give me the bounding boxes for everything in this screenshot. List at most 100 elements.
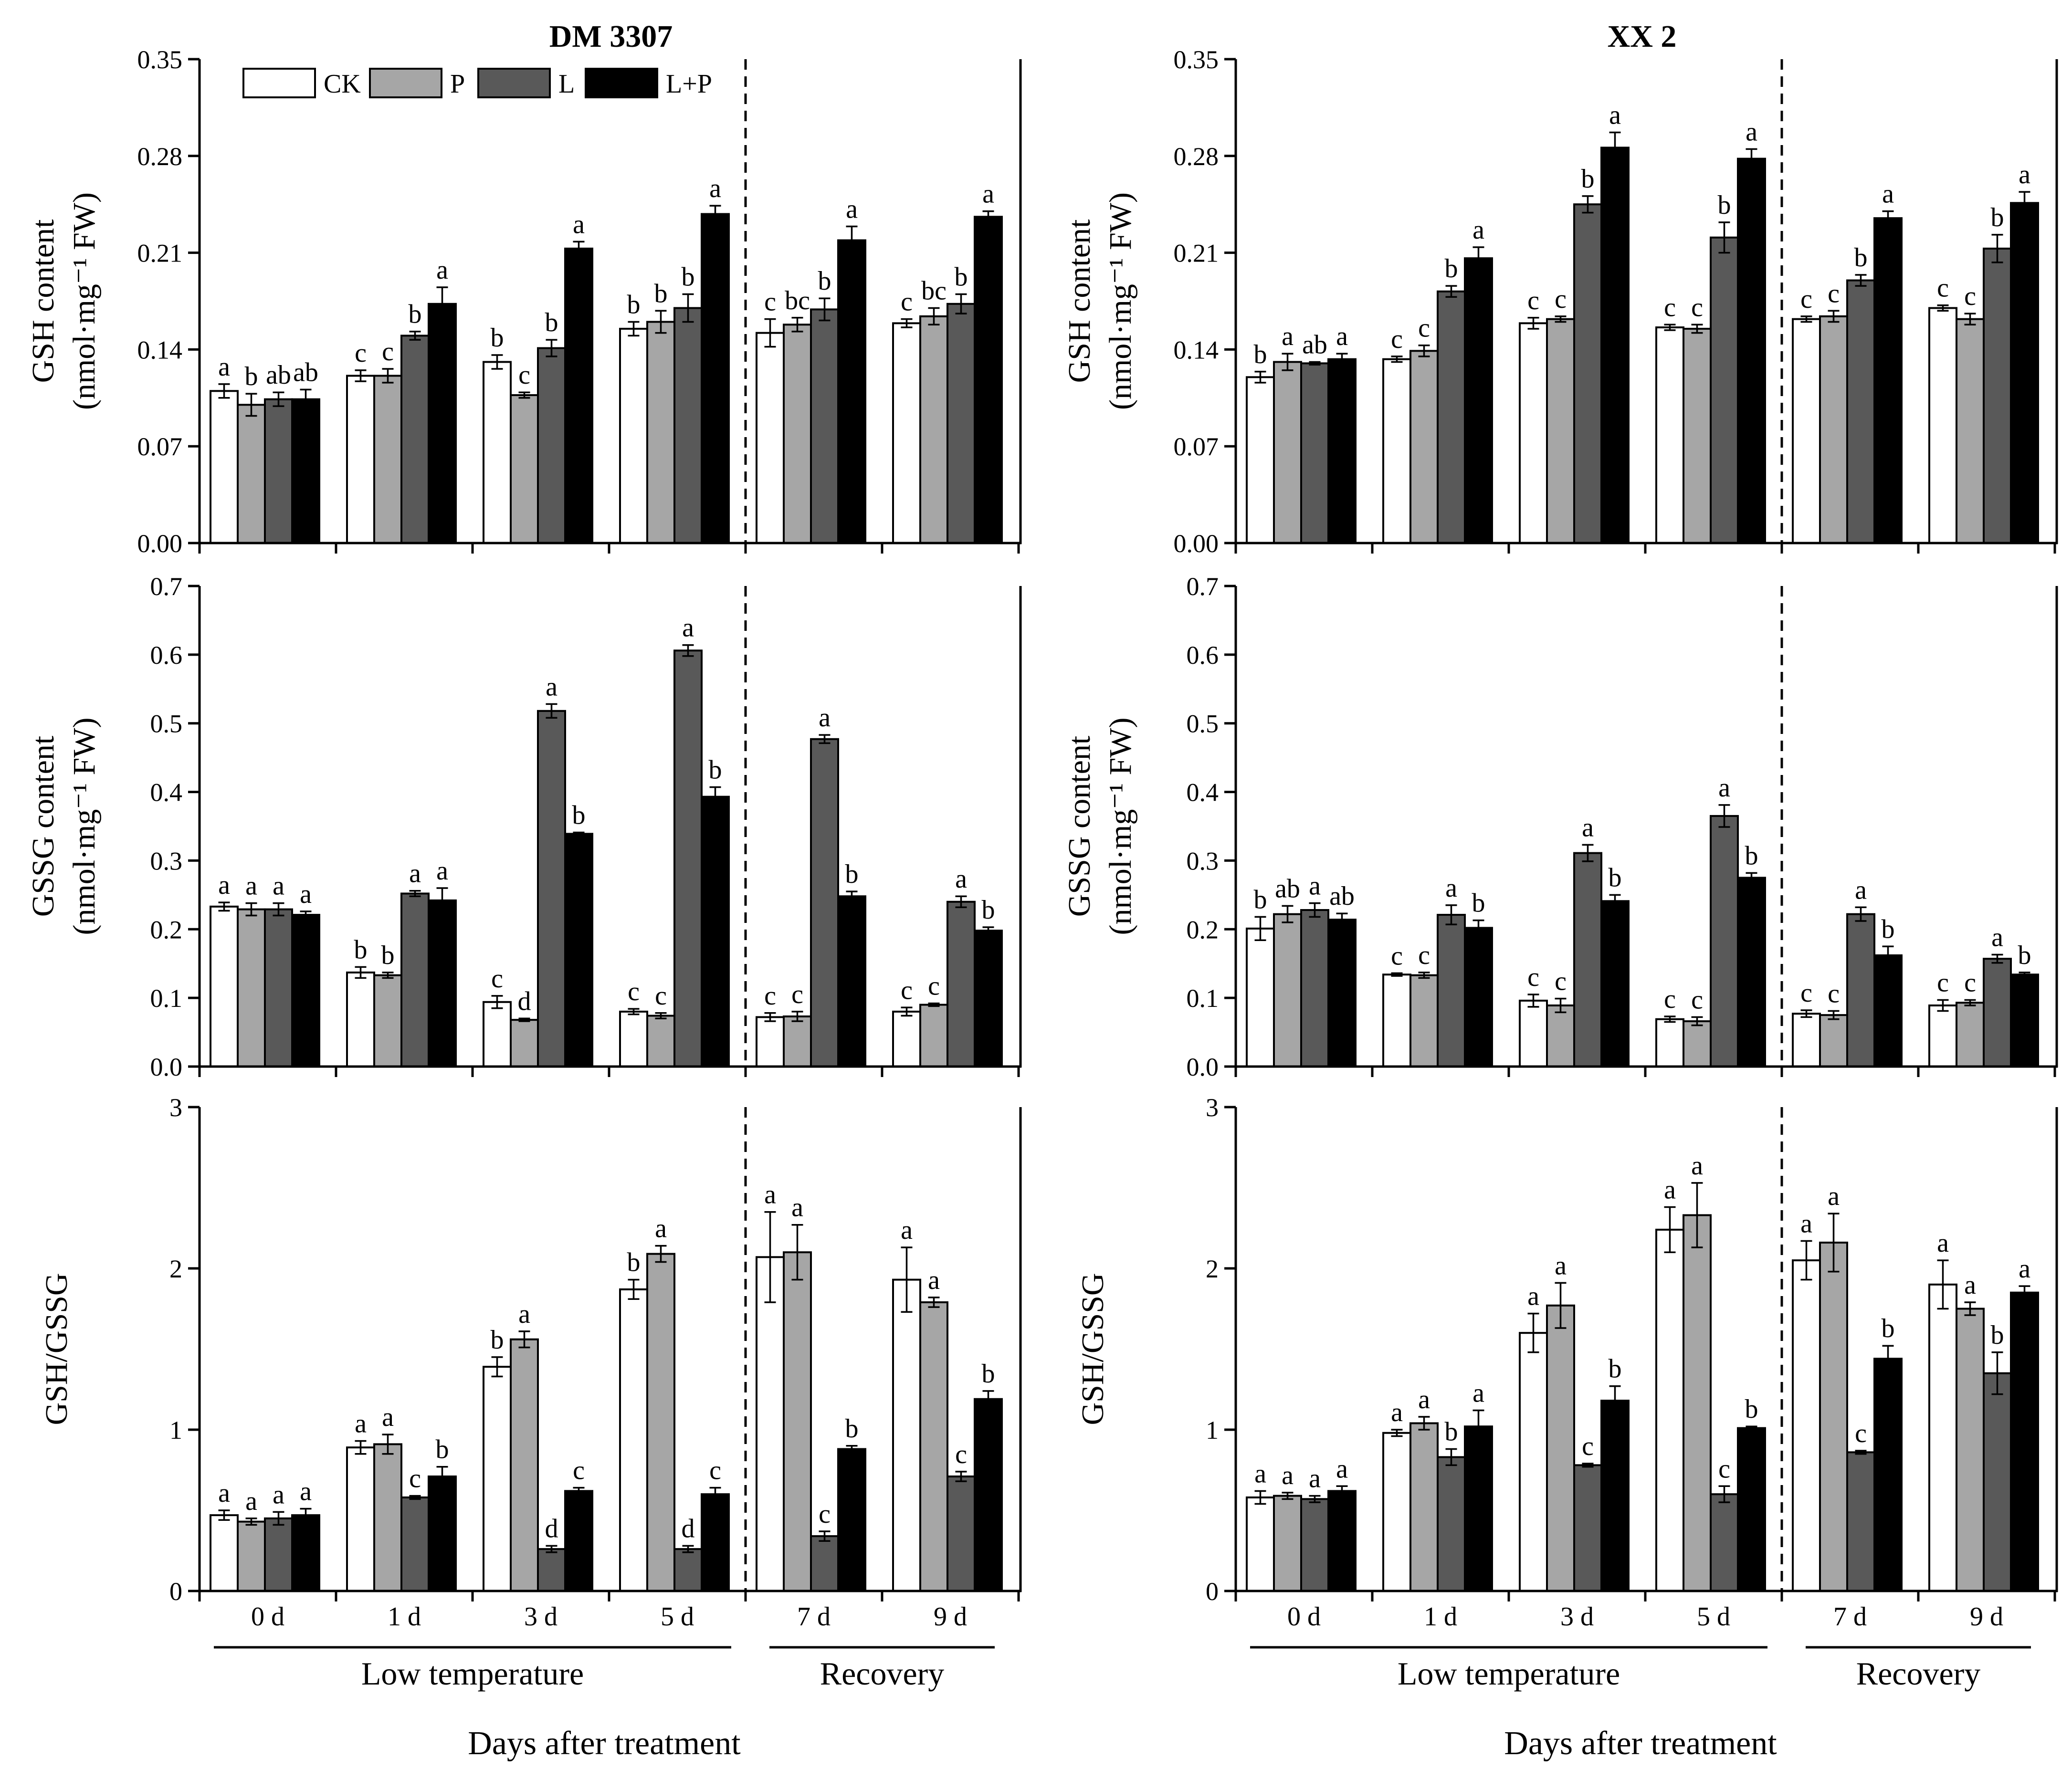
significance-letter: ab [1329,881,1355,911]
bar-lpp-1d [428,1476,457,1592]
significance-letter: b [1445,1417,1458,1447]
bar-p-9d [919,1301,948,1592]
significance-letter: c [1855,1419,1867,1448]
bar-ck-7d [1792,318,1821,544]
bar-l-9d [947,303,976,544]
significance-letter: a [1309,1464,1321,1494]
significance-letter: b [1991,203,2004,232]
significance-letter: b [491,323,504,353]
significance-letter: a [655,1214,667,1244]
y-tick-label: 2 [169,1255,182,1283]
y-tick-label: 1 [169,1416,182,1444]
legend: CK P L L+P [242,68,712,99]
significance-letter: c [1527,963,1539,992]
y-tick-label: 0.1 [1187,984,1219,1013]
bar-ck-3d [1519,1332,1548,1592]
significance-letter: a [955,864,967,894]
significance-letter: b [1718,190,1731,220]
bar-ck-0d [1246,927,1275,1068]
bar-ck-5d [619,1010,648,1068]
bar-lpp-7d [837,895,866,1067]
significance-letter: b [1472,889,1485,918]
bar-lpp-3d [1600,147,1630,544]
significance-letter: c [1555,284,1567,314]
low-temperature-label: Low temperature [1398,1655,1620,1692]
y-axis-unit: (nmol·mg⁻¹ FW) [67,192,102,410]
significance-letter: c [1964,968,1976,997]
significance-letter: a [436,255,448,285]
bar-l-3d [537,347,566,544]
significance-letter: a [546,672,557,701]
significance-letter: c [1718,1454,1730,1484]
bar-l-5d [673,649,703,1067]
bar-lpp-5d [701,1493,730,1592]
significance-letter: a [1555,1251,1567,1280]
significance-letter: b [245,362,258,391]
significance-letter: a [300,879,312,909]
bar-l-3d [1573,1464,1602,1592]
bar-lpp-1d [1464,1425,1493,1592]
bar-lpp-7d [837,239,866,544]
bar-lpp-9d [2010,202,2039,544]
significance-letter: a [1418,1385,1430,1414]
significance-letter: b [1882,914,1895,944]
y-tick-label: 0.7 [1187,572,1219,601]
significance-letter: a [218,352,230,382]
legend-label: CK [324,69,361,99]
significance-letter: c [1418,941,1430,970]
significance-letter: d [545,1514,558,1543]
bar-l-1d [400,1496,430,1592]
bar-lpp-1d [428,303,457,544]
bar-p-1d [1409,974,1439,1068]
bar-l-7d [1846,279,1875,544]
x-tick-label: 0 d [251,1602,284,1632]
bar-lpp-0d [1327,358,1357,544]
significance-letter: a [764,1180,776,1210]
bar-ck-9d [1928,307,1957,544]
bar-l-9d [947,900,976,1067]
significance-letter: a [1445,873,1457,903]
bar-l-9d [1983,1372,2012,1592]
bar-l-0d [1300,362,1329,544]
y-tick-label: 0.5 [1187,710,1219,738]
bar-lpp-9d [2010,973,2039,1068]
significance-letter: a [409,859,421,889]
bar-ck-3d [1519,322,1548,544]
bar-p-3d [510,394,539,544]
significance-letter: b [654,279,668,308]
significance-letter: b [1609,1354,1622,1384]
x-tick-label: 9 d [1970,1602,2003,1632]
bar-p-5d [646,1253,675,1592]
y-tick-label: 0.2 [1187,915,1219,944]
bar-l-3d [537,1548,566,1592]
significance-letter: a [1828,1182,1840,1211]
significance-letter: bc [921,276,947,305]
significance-letter: c [573,1456,585,1486]
significance-letter: c [1828,979,1840,1008]
bar-l-9d [1983,247,2012,544]
bar-lpp-1d [428,899,457,1067]
significance-letter: a [1391,1398,1403,1427]
significance-letter: c [1828,279,1840,308]
significance-letter: ab [266,360,291,390]
bar-ck-0d [210,390,239,544]
bar-ck-7d [1792,1013,1821,1067]
significance-letter: a [1800,1209,1812,1239]
y-tick-label: 0.35 [137,45,183,74]
significance-letter: a [709,174,721,203]
significance-letter: a [791,1193,803,1223]
significance-letter: b [545,308,558,337]
y-tick-label: 0.7 [150,572,183,601]
bar-lpp-9d [974,1398,1003,1592]
significance-letter: a [1882,179,1894,209]
significance-letter: a [218,1478,230,1508]
significance-letter: a [846,195,858,224]
bar-ck-0d [210,905,239,1067]
bar-lpp-0d [1327,1490,1357,1592]
bar-l-0d [264,398,293,544]
panel-title: DM 3307 [549,19,673,54]
significance-letter: b [1254,340,1267,369]
bar-l-5d [1710,1493,1739,1592]
significance-letter: b [627,290,641,319]
significance-letter: a [1991,923,2003,952]
